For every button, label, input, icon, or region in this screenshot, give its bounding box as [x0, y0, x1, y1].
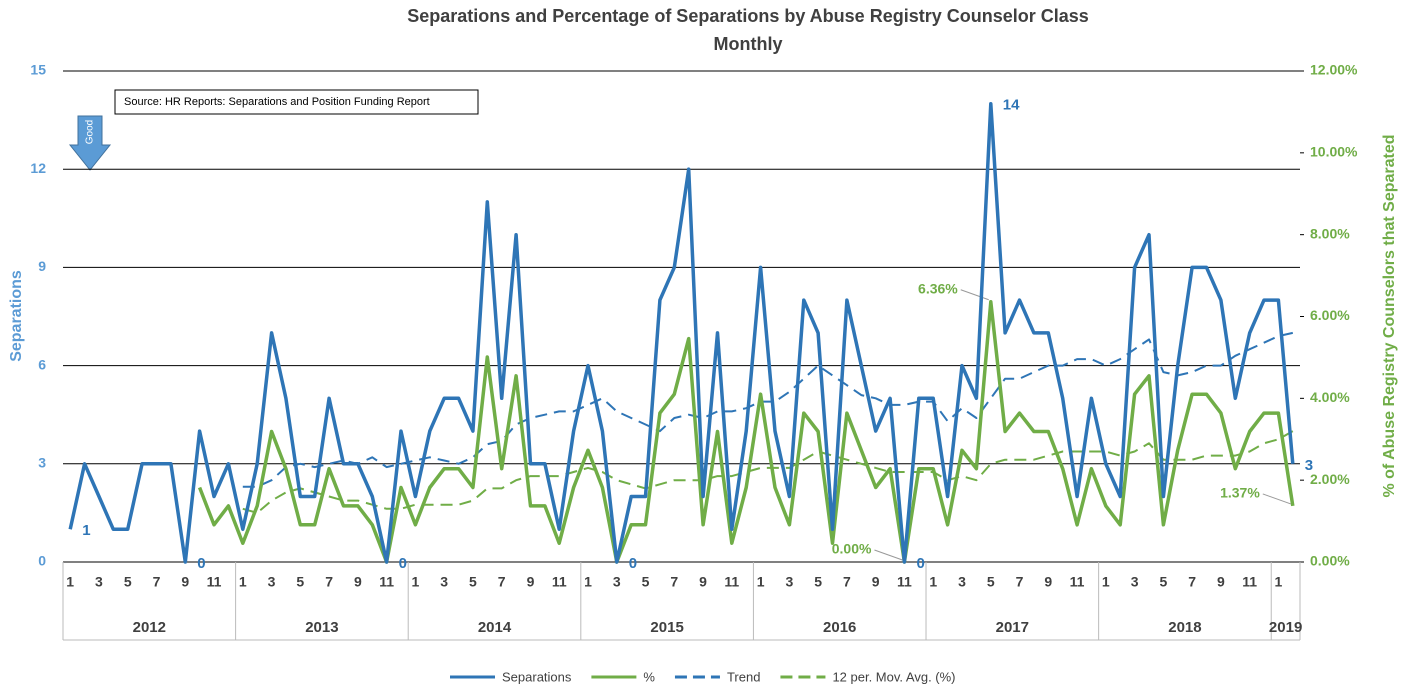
chart-subtitle: Monthly	[714, 34, 783, 54]
label-leader	[874, 549, 903, 561]
x-tick-label: 7	[670, 574, 678, 590]
x-tick-label: 5	[1159, 574, 1167, 590]
data-label: 0	[399, 555, 407, 572]
y-axis-label: Separations	[8, 270, 25, 362]
x-tick-label: 9	[181, 574, 189, 590]
x-tick-label: 9	[527, 574, 535, 590]
y2-tick-label: 10.00%	[1310, 144, 1358, 160]
x-tick-label: 9	[1217, 574, 1225, 590]
x-tick-label: 7	[498, 574, 506, 590]
x-tick-label: 1	[757, 574, 765, 590]
data-label: 1.37%	[1220, 485, 1260, 501]
x-tick-label: 9	[1044, 574, 1052, 590]
label-leader	[960, 289, 989, 301]
legend-label: Separations	[502, 669, 572, 684]
y2-tick-label: 8.00%	[1310, 225, 1350, 241]
x-tick-label: 5	[642, 574, 650, 590]
y-tick-label: 0	[38, 553, 46, 569]
y2-tick-label: 12.00%	[1310, 62, 1358, 78]
series-line	[197, 300, 1295, 564]
year-label: 2018	[1168, 619, 1201, 636]
x-tick-label: 11	[207, 574, 222, 590]
source-note: Source: HR Reports: Separations and Posi…	[124, 96, 430, 108]
x-tick-label: 1	[66, 574, 74, 590]
chart-title: Separations and Percentage of Separation…	[407, 6, 1089, 26]
y2-axis-label: % of Abuse Registry Counselors that Sepa…	[1381, 134, 1398, 497]
x-tick-label: 7	[325, 574, 333, 590]
year-label: 2016	[823, 619, 856, 636]
year-label: 2014	[478, 619, 512, 636]
x-tick-label: 11	[1070, 574, 1085, 590]
label-leader	[1262, 493, 1291, 505]
x-tick-label: 3	[613, 574, 621, 590]
y-tick-label: 6	[38, 356, 46, 372]
year-label: 2015	[650, 619, 683, 636]
series-line	[68, 101, 1295, 564]
x-tick-label: 11	[724, 574, 739, 590]
x-tick-label: 9	[872, 574, 880, 590]
x-tick-label: 9	[354, 574, 362, 590]
y2-tick-label: 0.00%	[1310, 553, 1350, 569]
x-tick-label: 5	[987, 574, 995, 590]
x-tick-label: 1	[584, 574, 592, 590]
data-label: 3	[1305, 457, 1313, 474]
x-tick-label: 5	[469, 574, 477, 590]
series-line	[242, 430, 1294, 514]
x-tick-label: 11	[1242, 574, 1257, 590]
x-tick-label: 5	[814, 574, 822, 590]
x-tick-label: 11	[379, 574, 394, 590]
y2-tick-label: 6.00%	[1310, 307, 1350, 323]
x-tick-label: 3	[95, 574, 103, 590]
legend-label: 12 per. Mov. Avg. (%)	[832, 669, 955, 684]
x-tick-label: 3	[440, 574, 448, 590]
x-tick-label: 3	[958, 574, 966, 590]
y-tick-label: 12	[30, 160, 46, 176]
x-tick-label: 9	[699, 574, 707, 590]
x-tick-label: 5	[296, 574, 304, 590]
series-line	[242, 331, 1294, 488]
data-label: 0.00%	[832, 541, 872, 557]
year-label: 2017	[996, 619, 1029, 636]
data-label: 6.36%	[918, 280, 958, 296]
data-label: 0	[916, 555, 924, 572]
x-tick-label: 3	[268, 574, 276, 590]
arrow-label: Good	[85, 120, 96, 144]
legend-label: Trend	[727, 669, 760, 684]
x-tick-label: 5	[124, 574, 132, 590]
source-box	[114, 89, 479, 115]
y2-tick-label: 2.00%	[1310, 471, 1350, 487]
data-label: 0	[629, 555, 637, 572]
x-tick-label: 1	[1275, 574, 1283, 590]
x-tick-label: 7	[153, 574, 161, 590]
x-tick-label: 1	[412, 574, 420, 590]
x-tick-label: 1	[929, 574, 937, 590]
data-label: 0	[197, 555, 205, 572]
y-tick-label: 9	[38, 258, 46, 274]
y-tick-label: 15	[30, 62, 46, 78]
x-tick-label: 3	[785, 574, 793, 590]
x-tick-label: 7	[1188, 574, 1196, 590]
good-arrow	[68, 115, 112, 171]
x-tick-label: 11	[552, 574, 567, 590]
data-label: 1	[82, 522, 90, 539]
legend-label: %	[643, 669, 655, 684]
x-tick-label: 1	[1102, 574, 1110, 590]
year-label: 2019	[1269, 619, 1302, 636]
x-tick-label: 11	[897, 574, 912, 590]
y-tick-label: 3	[38, 455, 46, 471]
x-tick-label: 1	[239, 574, 247, 590]
y2-tick-label: 4.00%	[1310, 389, 1350, 405]
x-tick-label: 7	[1016, 574, 1024, 590]
x-tick-label: 3	[1131, 574, 1139, 590]
x-tick-label: 7	[843, 574, 851, 590]
year-label: 2012	[133, 619, 166, 636]
data-label: 14	[1003, 97, 1020, 114]
year-label: 2013	[305, 619, 338, 636]
